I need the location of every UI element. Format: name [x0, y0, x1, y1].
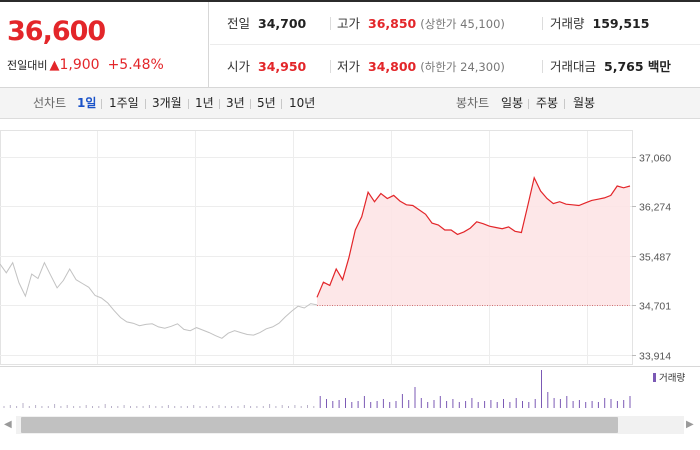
divider	[281, 99, 282, 109]
quote-stats: 전일 34,700 고가 36,850 (상한가 45,100) 거래량 159,515…	[210, 2, 700, 88]
volume-legend-swatch	[653, 373, 656, 382]
tab-monthly-candle[interactable]: 월봉	[573, 96, 596, 110]
divider	[250, 99, 251, 109]
line-chart-caption: 선차트	[33, 96, 67, 110]
tab-1-week[interactable]: 1주일	[109, 96, 139, 110]
divider	[219, 99, 220, 109]
volume-legend-label: 거래량	[659, 372, 685, 384]
price-volume-chart-svg: 37,060 36,274 35,487 34,701 33,914 거래량	[0, 130, 700, 408]
divider	[101, 99, 102, 109]
tab-1-year[interactable]: 1년	[195, 96, 214, 110]
open-price: 시가 34,950	[227, 59, 307, 74]
prev-close: 전일 34,700	[227, 16, 307, 31]
divider	[564, 99, 565, 109]
scroll-right-icon[interactable]: ▶	[686, 419, 694, 430]
tab-10-years[interactable]: 10년	[289, 96, 316, 110]
divider	[542, 60, 543, 73]
plot-frame	[0, 130, 633, 365]
quote-summary: 36,600 전일대비 ▲1,900 +5.48% 전일 34,700 고가 36,85…	[0, 0, 700, 88]
tab-daily-candle[interactable]: 일봉	[501, 96, 524, 110]
y-tick-label: 36,274	[639, 202, 671, 214]
price-box: 36,600 전일대비 ▲1,900 +5.48%	[0, 2, 209, 88]
divider	[330, 17, 331, 30]
tab-3-months[interactable]: 3개월	[152, 96, 182, 110]
change-value: 1,900	[59, 57, 100, 73]
tab-3-years[interactable]: 3년	[226, 96, 245, 110]
y-tick-label: 33,914	[639, 351, 671, 363]
stats-row-2: 시가 34,950 저가 34,800 (하한가 24,300) 거래대금 5,765 …	[210, 45, 700, 88]
low-price: 저가 34,800 (하한가 24,300)	[337, 59, 505, 74]
change-percent: +5.48%	[107, 57, 164, 73]
up-arrow-icon: ▲	[49, 58, 60, 73]
divider	[188, 99, 189, 109]
intraday-chart: 37,060 36,274 35,487 34,701 33,914 거래량	[0, 120, 700, 410]
high-price: 고가 36,850 (상한가 45,100)	[337, 16, 505, 31]
period-tab-bar: 선차트 1일 1주일 3개월 1년 3년 5년 10년 봉차트 일봉 주봉 월봉	[0, 88, 700, 119]
divider	[542, 17, 543, 30]
previous-day-price-line	[0, 261, 318, 339]
y-tick-label: 34,701	[639, 301, 671, 313]
tab-5-years[interactable]: 5년	[257, 96, 276, 110]
stats-row-1: 전일 34,700 고가 36,850 (상한가 45,100) 거래량 159,515	[210, 2, 700, 45]
tab-1-day[interactable]: 1일	[77, 96, 97, 110]
chart-scrollbar[interactable]: ◀ ▶	[0, 411, 700, 439]
scrollbar-thumb[interactable]	[21, 417, 618, 433]
scroll-left-icon[interactable]: ◀	[4, 419, 12, 430]
divider	[330, 60, 331, 73]
y-tick-label: 37,060	[639, 153, 671, 165]
divider	[528, 99, 529, 109]
current-price: 36,600	[7, 16, 106, 47]
divider	[145, 99, 146, 109]
price-change: 전일대비 ▲1,900 +5.48%	[7, 57, 164, 73]
y-tick-label: 35,487	[639, 252, 671, 264]
candle-chart-caption: 봉차트	[456, 96, 490, 110]
volume: 거래량 159,515	[550, 16, 650, 31]
today-price-line	[316, 176, 631, 298]
trade-amount: 거래대금 5,765 백만	[550, 59, 671, 74]
tab-weekly-candle[interactable]: 주봉	[536, 96, 559, 110]
today-price-area	[317, 177, 630, 306]
change-caption: 전일대비	[7, 59, 48, 72]
